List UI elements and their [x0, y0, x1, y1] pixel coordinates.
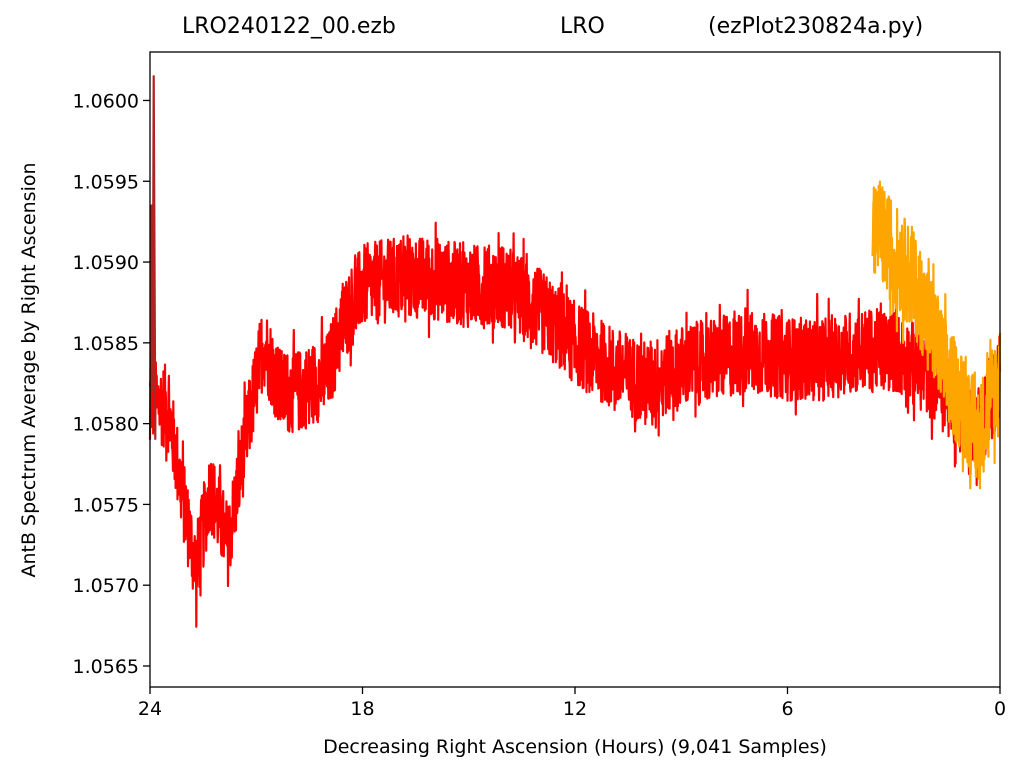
y-tick-label: 1.0595 [73, 171, 139, 193]
axis-layer: 24 18 12 6 0 1.0565 1.0570 1.0575 1.0580 1.0585 1.… [73, 90, 1007, 720]
x-axis-label: Decreasing Right Ascension (Hours) (9,04… [323, 736, 827, 758]
series-layer [148, 75, 1002, 628]
x-tick-label: 18 [350, 698, 374, 720]
x-tick-label: 6 [781, 698, 793, 720]
y-tick-label: 1.0580 [73, 414, 139, 436]
y-axis-label: AntB Spectrum Average by Right Ascension [18, 162, 40, 578]
y-tick-label: 1.0590 [73, 252, 139, 274]
y-tick-label: 1.0575 [73, 494, 139, 516]
chart-title-file: LRO240122_00.ezb [182, 14, 396, 39]
y-tick-label: 1.0585 [73, 333, 139, 355]
x-tick-label: 0 [994, 698, 1006, 720]
series-2-line [148, 75, 157, 440]
y-tick-label: 1.0565 [73, 656, 139, 678]
x-tick-label: 12 [563, 698, 587, 720]
chart-title-program: (ezPlot230824a.py) [708, 14, 924, 39]
x-tick-label: 24 [138, 698, 162, 720]
series-1-line [871, 180, 1002, 490]
series-0-line [148, 221, 1002, 628]
y-tick-label: 1.0570 [73, 575, 139, 597]
y-tick-label: 1.0600 [73, 90, 139, 112]
chart-title-station: LRO [560, 14, 605, 39]
